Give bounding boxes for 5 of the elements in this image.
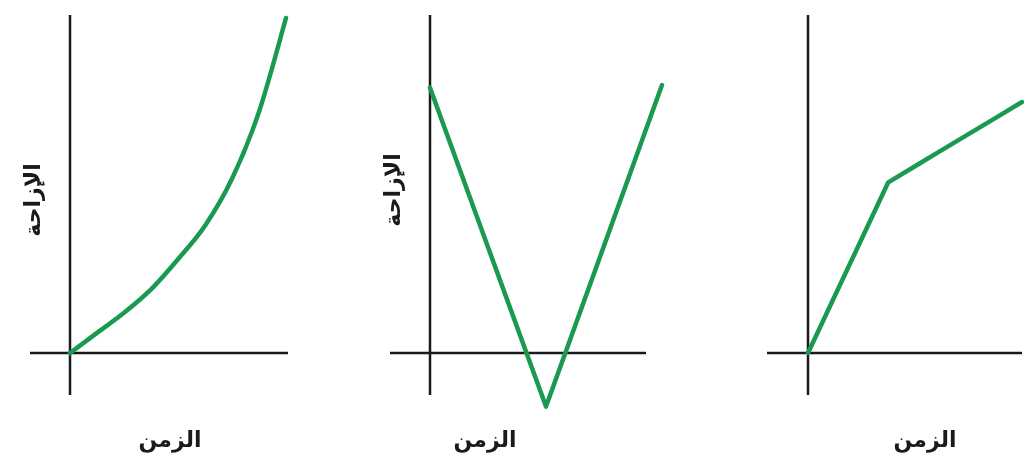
x-axis-title: الزمن (453, 427, 517, 453)
x-axis-title: الزمن (138, 427, 202, 453)
y-axis-title: الإزاحة (380, 153, 405, 227)
y-axis-title: الإزاحة (20, 163, 45, 237)
x-axis-title: الزمن (893, 427, 957, 453)
